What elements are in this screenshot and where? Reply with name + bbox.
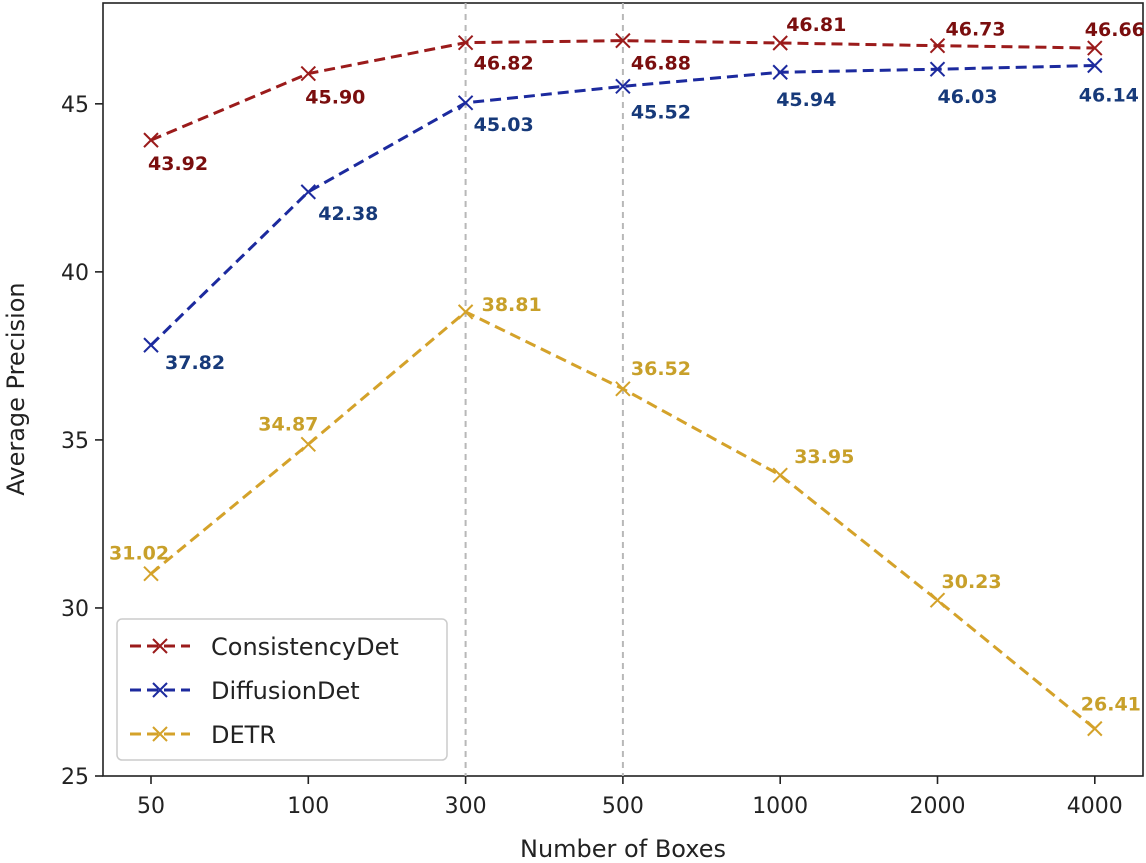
- x-tick-label: 1000: [752, 794, 808, 819]
- data-label-diffusiondet: 37.82: [165, 352, 225, 374]
- data-label-consistencydet: 45.90: [305, 87, 365, 109]
- data-label-detr: 33.95: [794, 446, 854, 468]
- x-axis-title: Number of Boxes: [520, 835, 726, 863]
- point-marker-detr: [772, 467, 788, 483]
- x-tick-label: 4000: [1067, 794, 1123, 819]
- point-marker-consistencydet: [615, 32, 631, 49]
- data-label-consistencydet: 46.66: [1085, 19, 1145, 41]
- data-label-consistencydet: 43.92: [148, 153, 208, 175]
- point-marker-detr: [615, 381, 631, 397]
- point-marker-diffusiondet: [457, 95, 474, 111]
- data-label-diffusiondet: 42.38: [318, 203, 378, 225]
- x-tick-label: 100: [287, 794, 329, 819]
- legend-box: [116, 618, 448, 761]
- point-marker-diffusiondet: [929, 61, 946, 77]
- point-marker-consistencydet: [457, 34, 474, 51]
- point-marker-consistencydet: [1087, 40, 1103, 56]
- legend: ConsistencyDet DiffusionDet DETR: [116, 618, 448, 761]
- legend-swatch-marker: [152, 726, 168, 742]
- data-label-diffusiondet: 45.94: [776, 89, 836, 111]
- legend-item-detr: DETR: [130, 721, 276, 749]
- legend-label: ConsistencyDet: [211, 633, 399, 661]
- x-tick-label: 300: [445, 794, 487, 819]
- data-label-detr: 34.87: [258, 413, 318, 435]
- y-tick-label: 30: [61, 597, 89, 622]
- legend-item-diffusiondet: DiffusionDet: [130, 677, 360, 705]
- point-marker-consistencydet: [143, 132, 159, 148]
- y-axis: 25 30 35 40 45: [61, 93, 103, 790]
- point-marker-consistencydet: [300, 65, 317, 82]
- data-label-consistencydet: 46.81: [786, 14, 846, 36]
- point-marker-diffusiondet: [615, 78, 631, 95]
- data-label-consistencydet: 46.82: [474, 53, 534, 75]
- point-marker-diffusiondet: [1087, 57, 1103, 74]
- data-label-consistencydet: 46.88: [631, 53, 691, 75]
- data-label-detr: 26.41: [1081, 694, 1141, 716]
- point-marker-diffusiondet: [772, 64, 788, 80]
- point-marker-consistencydet: [772, 35, 788, 51]
- data-label-detr: 38.81: [482, 294, 542, 316]
- x-tick-label: 2000: [910, 794, 966, 819]
- series-layer: [143, 32, 1103, 737]
- point-marker-detr: [457, 304, 474, 320]
- x-axis: 50 100 300 500 1000 2000 4000: [137, 776, 1123, 819]
- data-label-diffusiondet: 45.03: [474, 114, 534, 136]
- y-tick-label: 45: [61, 93, 89, 118]
- data-label-detr: 31.02: [109, 543, 169, 565]
- y-tick-label: 25: [61, 765, 89, 790]
- y-tick-label: 35: [61, 429, 89, 454]
- data-label-consistencydet: 46.73: [946, 19, 1006, 41]
- point-marker-detr: [929, 592, 946, 608]
- point-marker-diffusiondet: [143, 337, 159, 353]
- data-label-detr: 30.23: [942, 571, 1002, 593]
- data-label-detr: 36.52: [631, 358, 691, 380]
- data-label-diffusiondet: 46.03: [938, 86, 998, 108]
- legend-label: DiffusionDet: [211, 677, 360, 705]
- point-marker-diffusiondet: [300, 184, 317, 200]
- point-marker-detr: [143, 565, 159, 582]
- y-axis-title: Average Precision: [2, 282, 30, 495]
- y-tick-label: 40: [61, 261, 89, 286]
- legend-swatch-marker: [152, 682, 168, 698]
- legend-items: ConsistencyDet DiffusionDet DETR: [130, 633, 399, 749]
- data-label-diffusiondet: 45.52: [631, 101, 691, 123]
- x-tick-label: 50: [137, 794, 165, 819]
- point-marker-detr: [300, 436, 317, 452]
- legend-swatch-marker: [152, 638, 168, 654]
- data-labels: 43.92 45.90 46.82 46.88 46.81 46.73 46.66 37.82…: [109, 14, 1145, 716]
- legend-label: DETR: [211, 721, 276, 749]
- point-marker-consistencydet: [929, 37, 946, 54]
- x-tick-label: 500: [602, 794, 644, 819]
- data-label-diffusiondet: 46.14: [1079, 85, 1139, 107]
- point-marker-detr: [1087, 720, 1103, 737]
- legend-item-consistencydet: ConsistencyDet: [130, 633, 399, 661]
